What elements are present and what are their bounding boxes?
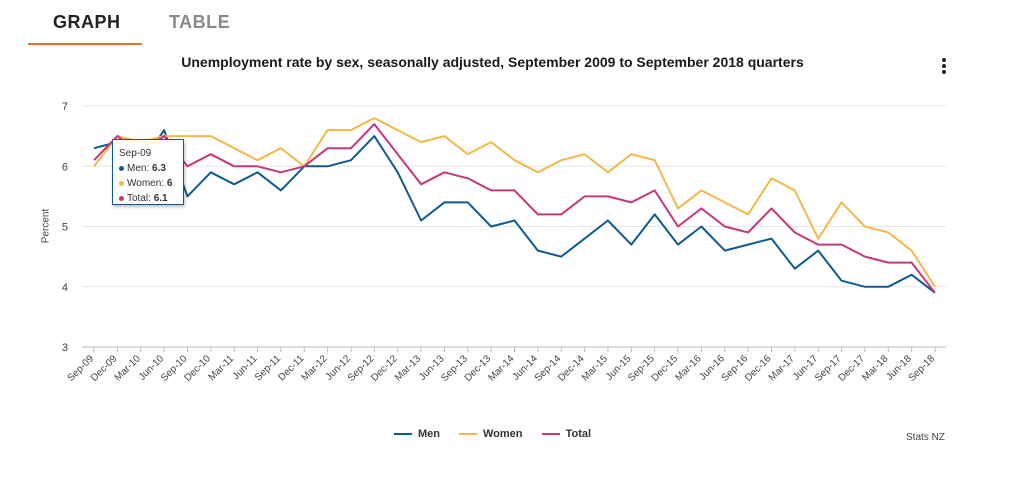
active-tab-indicator [28,43,142,45]
series-line-women [93,117,936,288]
legend-label: Total [565,428,592,440]
series-line-men [93,129,936,294]
tab-table[interactable]: TABLE [169,12,231,32]
x-tick-label: Mar-10 [113,353,143,383]
legend-swatch-total [541,433,560,436]
legend-item-men[interactable]: Men [393,428,440,440]
x-tick-label: Mar-13 [393,353,423,383]
series-line-total [93,123,936,294]
y-tick-label: 4 [62,282,68,294]
tab-graph[interactable]: GRAPH [53,12,121,32]
tooltip-label: Total: [127,193,154,204]
x-tick-label: Sep-18 [907,353,938,384]
chart-legend: Men Women Total [0,428,985,440]
tooltip-row-men: Men: 6.3 [119,161,183,176]
x-tick-label: Dec-10 [182,353,213,384]
x-tick-label: Mar-14 [486,353,516,383]
x-tick-label: Mar-17 [767,353,797,383]
tooltip-row-women: Women: 6 [119,176,183,191]
tooltip-value: 6.3 [152,163,166,174]
source-credit: Stats NZ [906,432,945,443]
legend-label: Women [483,428,523,440]
legend-swatch-women [459,433,477,436]
legend-item-total[interactable]: Total [541,428,592,440]
x-tick-label: Mar-18 [860,353,890,383]
x-tick-label: Mar-16 [673,353,703,383]
tooltip-dot-women [119,180,124,186]
x-tick-label: Mar-11 [207,353,237,383]
legend-item-women[interactable]: Women [459,428,523,440]
y-tick-label: 6 [62,161,68,173]
tooltip-dot-men [119,165,124,171]
legend-label: Men [417,428,440,440]
tooltip-label: Men: [127,163,153,174]
data-tooltip: Sep-09 Men: 6.3 Women: 6 Total: 6.1 [112,139,184,205]
y-tick-label: 5 [62,222,68,234]
x-tick-label: Mar-12 [300,353,330,383]
chart-menu-icon[interactable] [936,58,952,78]
tooltip-value: 6 [166,178,173,189]
tooltip-dot-total [119,195,124,201]
tooltip-label: Women: [127,178,167,189]
y-tick-label: 7 [62,101,68,113]
tooltip-row-total: Total: 6.1 [119,191,183,206]
legend-swatch-men [393,433,412,436]
chart-title: Unemployment rate by sex, seasonally adj… [181,54,804,70]
tooltip-value: 6.1 [153,193,168,204]
y-tick-label: 3 [62,342,68,354]
x-tick-label: Mar-15 [580,353,610,383]
tooltip-period: Sep-09 [119,148,152,159]
